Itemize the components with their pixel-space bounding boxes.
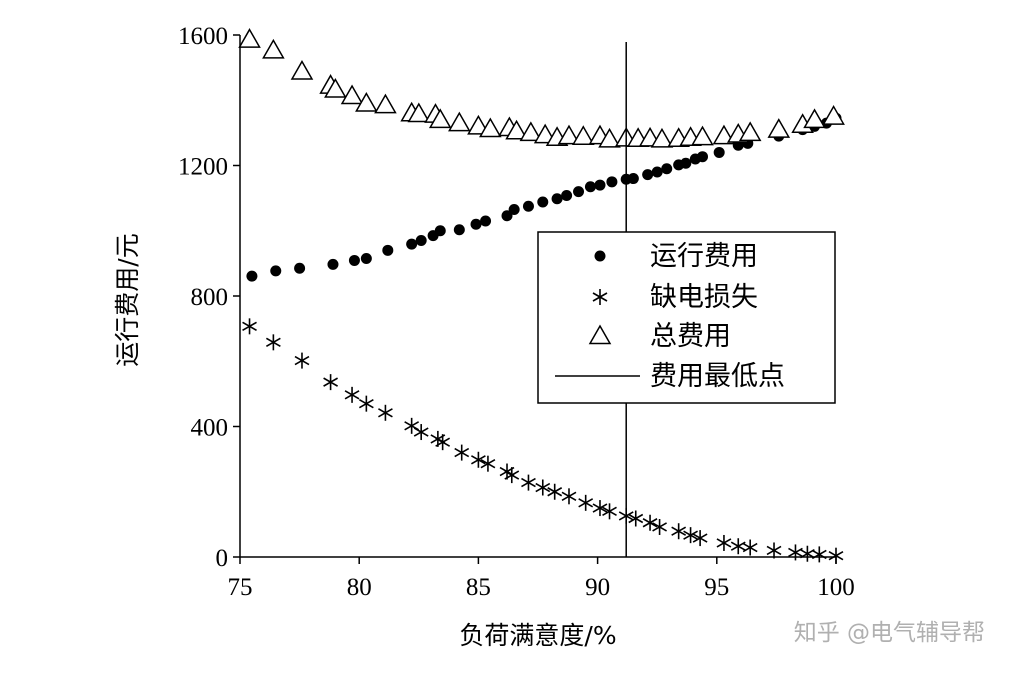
asterisk-point: [470, 450, 487, 469]
x-tick-label: 75: [228, 574, 253, 601]
dot-point: [406, 238, 418, 250]
asterisk-point: [322, 373, 339, 391]
asterisk-point: [642, 513, 658, 532]
x-tick-label: 85: [466, 574, 491, 601]
asterisk-point: [799, 544, 816, 563]
dot-point: [360, 252, 372, 264]
legend-label-3: 费用最低点: [650, 361, 785, 392]
asterisk-point: [787, 543, 804, 562]
asterisk-point: [377, 403, 394, 422]
dot-point: [537, 196, 549, 208]
watermark: 知乎 @电气辅导帮: [794, 620, 985, 646]
legend: 运行费用 缺电损失 总费用 费用最低点: [537, 231, 836, 404]
dot-point: [606, 176, 618, 188]
dot-point: [434, 225, 446, 237]
dot-point: [642, 169, 654, 181]
dot-point: [651, 166, 663, 178]
y-tick-label: 1600: [178, 23, 228, 50]
dot-point: [584, 181, 596, 193]
asterisk-point: [344, 386, 360, 404]
asterisk-point: [546, 482, 563, 501]
triangle-point: [341, 85, 363, 105]
dot-point: [561, 190, 573, 202]
dot-point: [508, 204, 520, 216]
y-axis-title: 运行费用/元: [113, 233, 142, 366]
asterisk-point: [453, 443, 470, 462]
asterisk-point: [742, 538, 758, 557]
x-tick-label: 80: [347, 574, 372, 601]
legend-label-0: 运行费用: [650, 241, 758, 272]
y-tick-label: 800: [191, 284, 229, 311]
y-tick-label: 1200: [178, 154, 228, 181]
triangle-point: [238, 28, 261, 48]
dot-point: [348, 254, 360, 266]
dot-point: [680, 157, 692, 169]
asterisk-point: [828, 546, 844, 565]
dot-point: [573, 186, 585, 198]
asterisk-point: [811, 545, 828, 564]
triangle-point: [803, 109, 826, 129]
x-axis-title: 负荷满意度/%: [459, 621, 616, 650]
y-ticks: 0 400 800 1200 1600: [178, 23, 240, 572]
asterisk-point: [766, 541, 782, 560]
asterisk-point: [561, 487, 577, 506]
asterisk-point: [520, 473, 537, 492]
dot-point: [382, 244, 394, 256]
dot-point: [594, 179, 606, 191]
triangle-point: [262, 39, 285, 59]
dot-point: [696, 151, 708, 163]
asterisk-point: [480, 454, 496, 473]
y-tick-label: 0: [216, 545, 229, 572]
asterisk-point: [358, 394, 375, 413]
asterisk-point: [577, 494, 594, 512]
x-tick-label: 95: [704, 574, 729, 601]
legend-box: [537, 231, 836, 404]
dot-point: [415, 235, 427, 247]
asterisk-point: [403, 417, 420, 435]
dot-point: [522, 200, 534, 212]
asterisk-point: [241, 317, 258, 336]
dot-point: [480, 215, 492, 227]
x-ticks: 75 80 85 90 95 100: [228, 557, 855, 601]
dot-point: [713, 146, 725, 158]
dot-point: [453, 224, 465, 236]
asterisk-point: [716, 534, 732, 552]
y-tick-label: 400: [191, 415, 229, 442]
legend-dot-icon: [594, 250, 606, 262]
dot-point: [246, 270, 258, 282]
asterisk-point: [651, 518, 668, 536]
legend-label-2: 总费用: [650, 321, 731, 352]
dot-point: [327, 258, 339, 270]
asterisk-point: [730, 537, 747, 556]
dot-point: [270, 265, 282, 277]
dot-point: [551, 193, 563, 205]
dot-point: [627, 173, 639, 185]
x-tick-label: 100: [817, 574, 855, 601]
triangle-point: [448, 112, 471, 132]
triangle-point: [291, 60, 313, 80]
watermark-text: 知乎 @电气辅导帮: [794, 620, 985, 646]
series-triangle: [238, 28, 845, 148]
legend-label-1: 缺电损失: [650, 282, 758, 313]
asterisk-point: [534, 478, 551, 497]
triangle-point: [374, 94, 397, 114]
x-tick-label: 90: [585, 574, 610, 601]
asterisk-point: [294, 351, 310, 370]
dot-point: [470, 218, 482, 230]
asterisk-point: [265, 333, 282, 352]
dot-point: [294, 262, 306, 274]
asterisk-point: [413, 423, 429, 441]
dot-point: [661, 163, 673, 175]
triangle-point: [768, 118, 790, 138]
